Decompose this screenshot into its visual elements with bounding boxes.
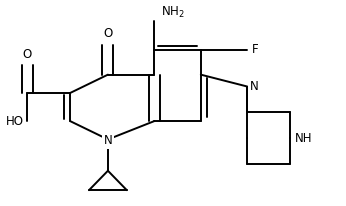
- Text: HO: HO: [6, 115, 24, 128]
- Text: NH$_2$: NH$_2$: [161, 5, 184, 20]
- Text: O: O: [103, 27, 112, 40]
- Text: N: N: [103, 134, 112, 147]
- Text: O: O: [22, 48, 32, 61]
- Text: NH: NH: [294, 132, 312, 145]
- Text: N: N: [250, 80, 259, 93]
- Text: F: F: [252, 43, 258, 56]
